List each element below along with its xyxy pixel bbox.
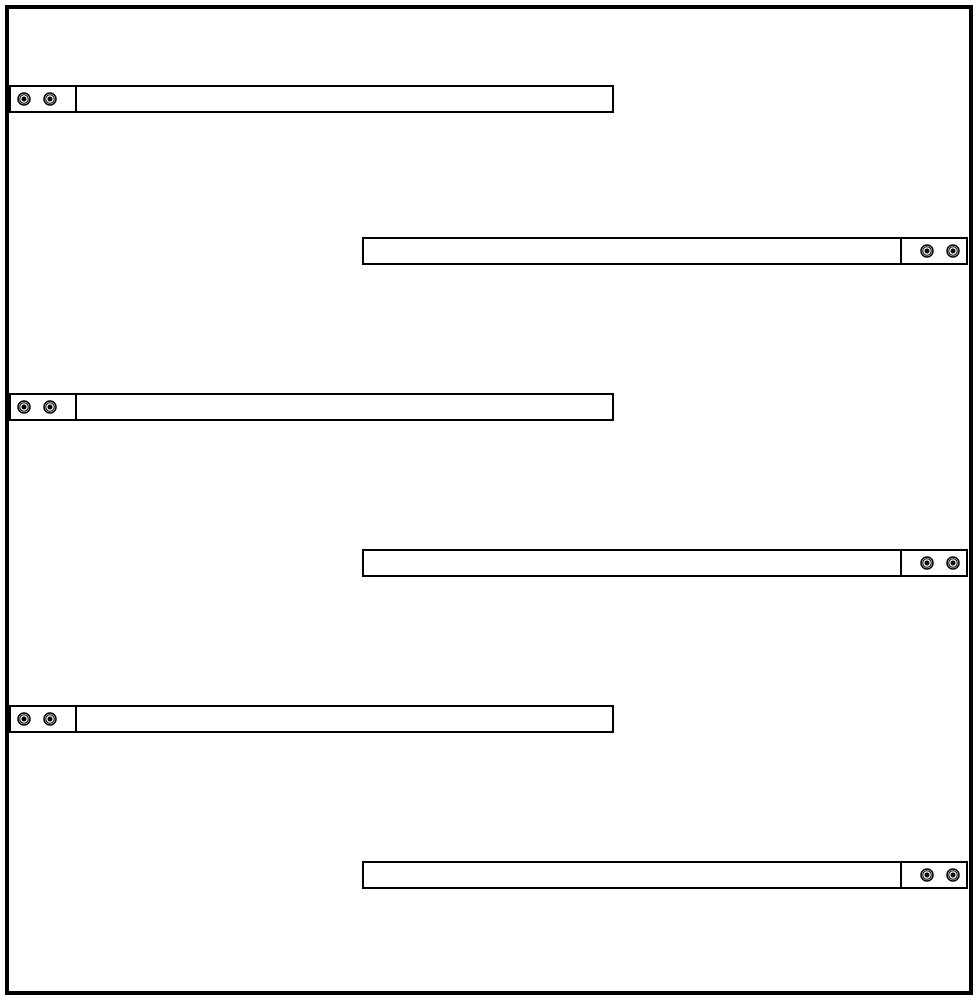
outer-frame xyxy=(5,5,973,995)
fastener-icon xyxy=(17,712,31,726)
bar-5 xyxy=(9,705,614,733)
fastener-icon xyxy=(946,868,960,882)
inset-2 xyxy=(900,237,968,265)
fastener-icon xyxy=(920,244,934,258)
bar-2 xyxy=(362,237,968,265)
bar-3 xyxy=(9,393,614,421)
inset-3 xyxy=(9,393,77,421)
fastener-icon xyxy=(43,400,57,414)
inset-1 xyxy=(9,85,77,113)
fastener-icon xyxy=(43,92,57,106)
bar-1 xyxy=(9,85,614,113)
fastener-icon xyxy=(946,244,960,258)
bar-6 xyxy=(362,861,968,889)
fastener-icon xyxy=(946,556,960,570)
fastener-icon xyxy=(17,92,31,106)
bar-4 xyxy=(362,549,968,577)
fastener-icon xyxy=(920,868,934,882)
inset-4 xyxy=(900,549,968,577)
fastener-icon xyxy=(17,400,31,414)
fastener-icon xyxy=(920,556,934,570)
inset-5 xyxy=(9,705,77,733)
inset-6 xyxy=(900,861,968,889)
fastener-icon xyxy=(43,712,57,726)
